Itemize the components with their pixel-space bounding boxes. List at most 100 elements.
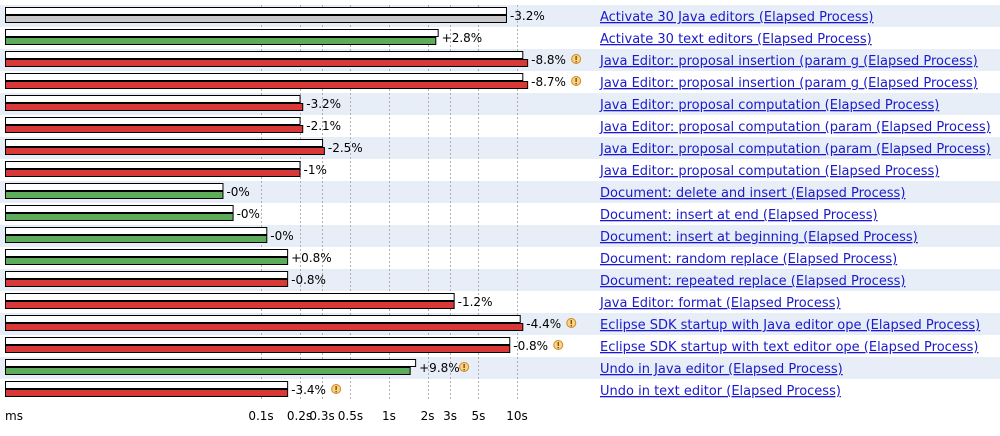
- warning-icon-bar: [557, 342, 559, 346]
- current-bar: [5, 323, 524, 331]
- baseline-bar: [5, 95, 301, 103]
- percent-label: -3.2%: [306, 97, 341, 111]
- baseline-bar: [5, 139, 324, 147]
- benchmark-link[interactable]: Java Editor: proposal computation (param…: [599, 142, 991, 157]
- percent-label: -1.2%: [458, 295, 493, 309]
- current-bar: [5, 279, 289, 287]
- current-bar: [5, 235, 268, 243]
- current-bar: [5, 125, 304, 133]
- percent-label: -0.8%: [291, 273, 326, 287]
- warning-icon: [566, 318, 577, 328]
- benchmark-link[interactable]: Document: insert at beginning (Elapsed P…: [600, 230, 918, 245]
- percent-label: -8.7%: [531, 75, 566, 89]
- x-tick-label: ms: [5, 409, 23, 423]
- current-bar: [5, 389, 289, 397]
- warning-icon-dot: [557, 347, 559, 349]
- percent-label: -0%: [270, 229, 293, 243]
- x-tick-label: 10s: [506, 409, 528, 423]
- benchmark-link[interactable]: Java Editor: proposal insertion (param g…: [599, 54, 978, 69]
- warning-icon-dot: [335, 391, 337, 393]
- grid-lines: [261, 5, 518, 401]
- benchmark-link[interactable]: Java Editor: proposal computation (Elaps…: [599, 164, 939, 179]
- baseline-bar: [5, 359, 417, 367]
- benchmark-link[interactable]: Java Editor: proposal insertion (param g…: [599, 76, 978, 91]
- benchmark-link[interactable]: Java Editor: proposal computation (param…: [599, 120, 991, 135]
- percent-label: +9.8%: [419, 361, 460, 375]
- x-tick-label: 0.1s: [248, 409, 273, 423]
- warning-icon-bar: [570, 320, 572, 324]
- percent-label: -8.8%: [531, 53, 566, 67]
- baseline-bar: [5, 29, 439, 37]
- x-axis: ms 0.1s 0.2s0.3s 0.5s 1s 2s 3s 5s 10s: [5, 409, 528, 423]
- percent-label: +2.8%: [442, 31, 483, 45]
- warning-icon-bar: [575, 56, 577, 60]
- baseline-bar: [5, 315, 521, 323]
- current-bar: [5, 147, 325, 155]
- warning-icon-bar: [575, 78, 577, 82]
- benchmark-link[interactable]: Document: random replace (Elapsed Proces…: [600, 252, 897, 267]
- warning-icon: [459, 362, 470, 372]
- percent-label: -4.4%: [526, 317, 561, 331]
- current-bar: [5, 169, 301, 177]
- baseline-bar: [5, 293, 455, 301]
- benchmark-link[interactable]: Java Editor: proposal computation (Elaps…: [599, 98, 939, 113]
- x-tick-label: 2s: [421, 409, 435, 423]
- labels: -3.2% Activate 30 Java editors (Elapsed P…: [226, 9, 990, 399]
- current-bar: [5, 15, 507, 23]
- current-bar: [5, 345, 511, 353]
- x-tick-label: 5s: [472, 409, 486, 423]
- percent-label: -0.8%: [513, 339, 548, 353]
- warning-icon-dot: [570, 325, 572, 327]
- baseline-bar: [5, 73, 524, 81]
- benchmark-link[interactable]: Eclipse SDK startup with text editor ope…: [600, 340, 978, 355]
- baseline-bar: [5, 249, 289, 257]
- baseline-bar: [5, 117, 301, 125]
- warning-icon: [571, 54, 582, 64]
- benchmark-link[interactable]: Document: repeated replace (Elapsed Proc…: [600, 274, 905, 289]
- x-tick-label: 1s: [382, 409, 396, 423]
- benchmark-link[interactable]: Java Editor: format (Elapsed Process): [599, 296, 841, 311]
- current-bar: [5, 103, 304, 111]
- benchmark-link[interactable]: Undo in text editor (Elapsed Process): [600, 384, 841, 399]
- current-bar: [5, 37, 437, 45]
- current-bar: [5, 257, 289, 265]
- percent-label: -3.4%: [291, 383, 326, 397]
- warning-icon: [553, 340, 564, 350]
- benchmark-link[interactable]: Activate 30 text editors (Elapsed Proces…: [600, 32, 872, 47]
- percent-label: -0%: [237, 207, 260, 221]
- percent-label: -2.1%: [306, 119, 341, 133]
- bars: [5, 7, 529, 397]
- baseline-bar: [5, 183, 224, 191]
- percent-label: -3.2%: [510, 9, 545, 23]
- baseline-bar: [5, 205, 234, 213]
- benchmark-link[interactable]: Undo in Java editor (Elapsed Process): [600, 362, 843, 377]
- baseline-bar: [5, 381, 289, 389]
- warning-icon: [571, 76, 582, 86]
- warning-icon: [331, 384, 342, 394]
- current-bar: [5, 191, 224, 199]
- warning-icon-dot: [575, 83, 577, 85]
- baseline-bar: [5, 227, 268, 235]
- x-tick-label: 3s: [443, 409, 457, 423]
- benchmark-link[interactable]: Document: insert at end (Elapsed Process…: [600, 208, 878, 223]
- warning-icon-dot: [575, 61, 577, 63]
- benchmark-link[interactable]: Document: delete and insert (Elapsed Pro…: [600, 186, 905, 201]
- x-tick-label: 0.5s: [338, 409, 363, 423]
- warning-icon-dot: [463, 369, 465, 371]
- baseline-bar: [5, 161, 301, 169]
- warning-icon-bar: [463, 364, 465, 368]
- percent-label: -2.5%: [328, 141, 363, 155]
- warning-icon-bar: [335, 386, 337, 390]
- percent-label: -0%: [226, 185, 249, 199]
- benchmark-link[interactable]: Activate 30 Java editors (Elapsed Proces…: [600, 10, 874, 25]
- percent-label: +0.8%: [291, 251, 332, 265]
- baseline-bar: [5, 271, 289, 279]
- current-bar: [5, 367, 411, 375]
- percent-label: -1%: [304, 163, 327, 177]
- current-bar: [5, 59, 529, 67]
- benchmark-link[interactable]: Eclipse SDK startup with Java editor ope…: [600, 318, 980, 333]
- current-bar: [5, 213, 234, 221]
- x-tick-label: 0.2s: [287, 409, 312, 423]
